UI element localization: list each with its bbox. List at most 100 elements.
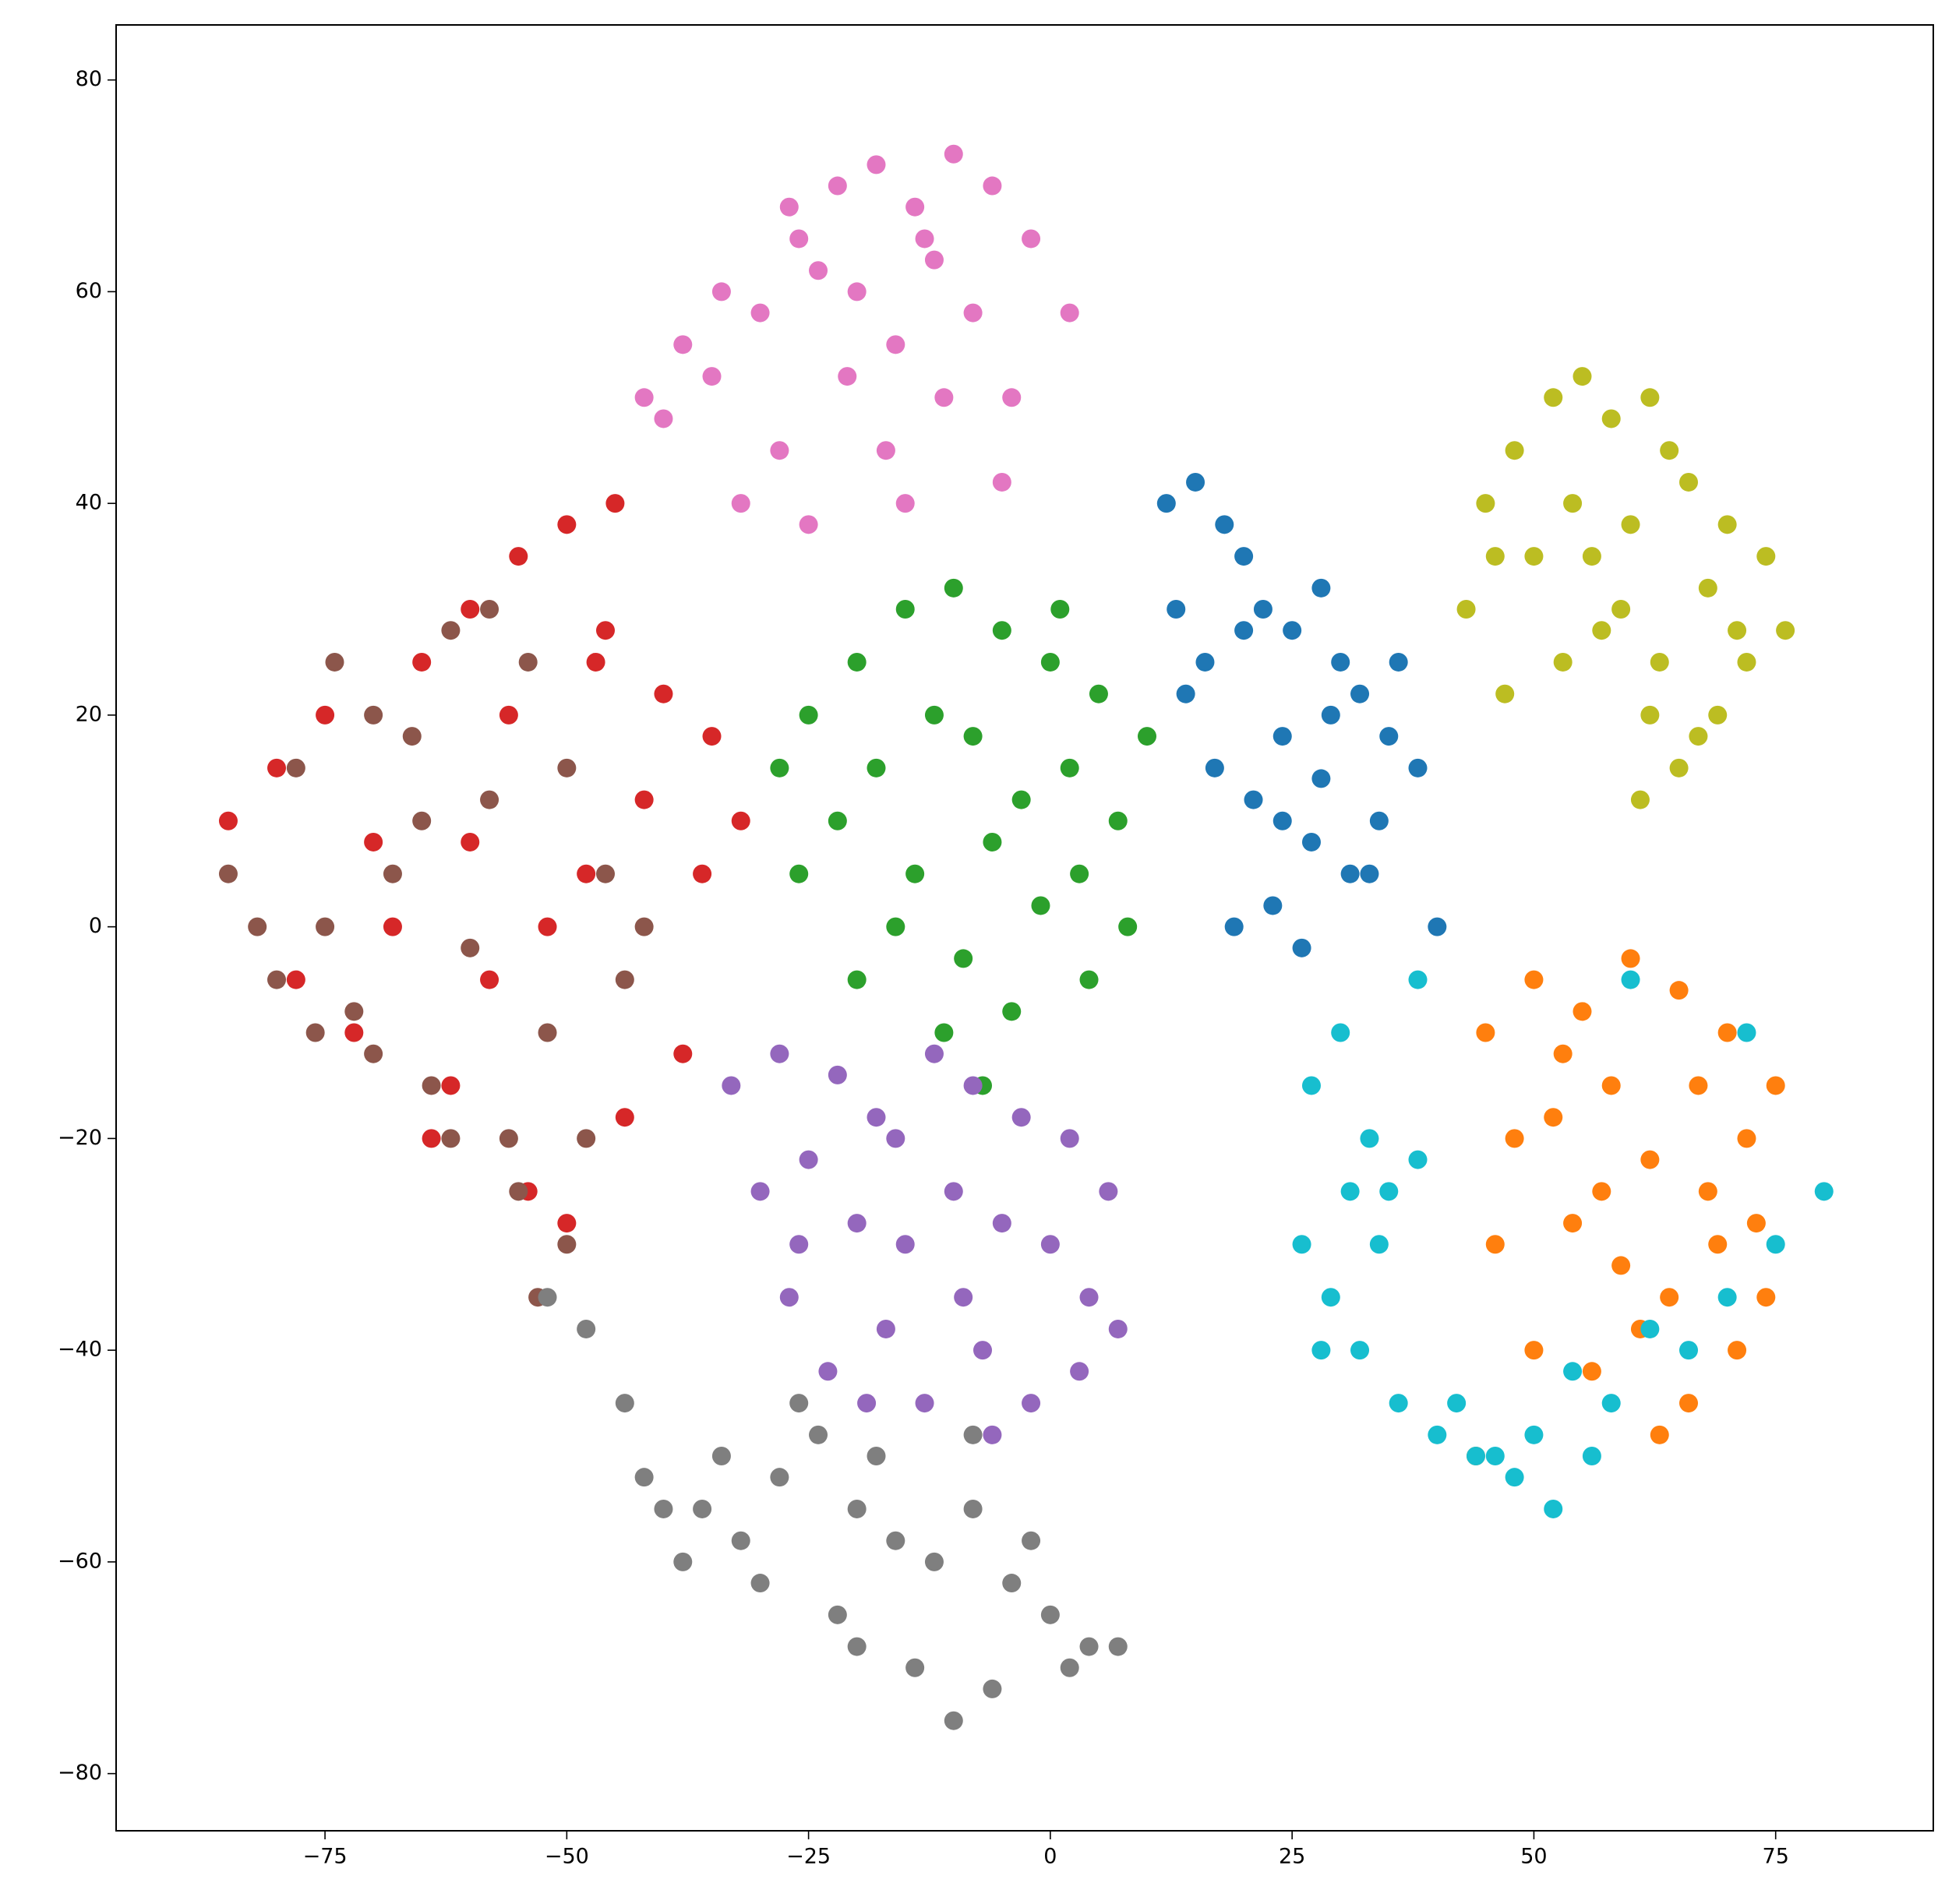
point bbox=[1283, 621, 1302, 640]
point bbox=[867, 1108, 886, 1127]
point bbox=[818, 1362, 838, 1381]
point bbox=[905, 197, 925, 217]
point bbox=[586, 652, 605, 672]
point bbox=[1022, 1531, 1041, 1550]
point bbox=[316, 917, 335, 936]
point bbox=[1621, 949, 1640, 968]
point bbox=[789, 229, 809, 249]
y-tick-label: −20 bbox=[58, 1126, 102, 1150]
point bbox=[1099, 1182, 1118, 1201]
point bbox=[1022, 229, 1041, 249]
point bbox=[915, 1394, 934, 1413]
point bbox=[944, 578, 963, 598]
point bbox=[1650, 652, 1669, 672]
x-tick-label: −50 bbox=[545, 1845, 589, 1869]
point bbox=[731, 811, 750, 830]
point bbox=[1040, 1605, 1060, 1624]
point bbox=[944, 1711, 963, 1730]
point bbox=[1108, 1319, 1128, 1338]
point bbox=[799, 515, 818, 534]
point bbox=[1814, 1182, 1834, 1201]
point bbox=[1679, 1394, 1699, 1413]
point bbox=[1108, 811, 1128, 830]
point bbox=[267, 970, 287, 989]
point bbox=[886, 1129, 905, 1148]
y-tick-label: 80 bbox=[76, 67, 102, 91]
point bbox=[1592, 1182, 1611, 1201]
point bbox=[1640, 1319, 1660, 1338]
point bbox=[509, 1182, 528, 1201]
point bbox=[1011, 1108, 1031, 1127]
point bbox=[634, 1468, 654, 1487]
point bbox=[383, 917, 402, 936]
point bbox=[789, 864, 809, 883]
point bbox=[963, 1425, 983, 1444]
point bbox=[518, 652, 538, 672]
point bbox=[1379, 727, 1399, 746]
point bbox=[1476, 494, 1495, 513]
point bbox=[1050, 600, 1070, 619]
point bbox=[1717, 1023, 1737, 1042]
point bbox=[1737, 652, 1756, 672]
x-tick-label: −75 bbox=[303, 1845, 348, 1869]
point bbox=[895, 600, 915, 619]
point bbox=[557, 1235, 577, 1254]
point bbox=[799, 1150, 818, 1169]
point bbox=[886, 917, 905, 936]
point bbox=[847, 1214, 867, 1233]
point bbox=[1079, 1288, 1099, 1307]
point bbox=[218, 811, 238, 830]
point bbox=[1601, 1076, 1621, 1095]
point bbox=[1544, 1108, 1563, 1127]
point bbox=[1340, 1182, 1360, 1201]
point bbox=[1737, 1023, 1756, 1042]
point bbox=[944, 1182, 963, 1201]
point bbox=[422, 1129, 441, 1148]
point bbox=[1118, 917, 1138, 936]
point bbox=[750, 1574, 770, 1593]
point bbox=[1640, 388, 1660, 407]
point bbox=[770, 1044, 789, 1063]
point bbox=[577, 1129, 596, 1148]
point bbox=[1756, 547, 1776, 566]
point bbox=[1756, 1288, 1776, 1307]
point bbox=[1679, 472, 1699, 492]
point bbox=[1563, 1362, 1583, 1381]
point bbox=[1292, 938, 1311, 957]
point bbox=[702, 727, 722, 746]
point bbox=[809, 261, 828, 280]
point bbox=[1630, 790, 1650, 809]
point bbox=[1553, 1044, 1573, 1063]
point bbox=[1360, 864, 1379, 883]
point bbox=[1505, 1129, 1524, 1148]
point bbox=[1224, 917, 1244, 936]
point bbox=[577, 1319, 596, 1338]
point bbox=[1002, 1002, 1022, 1021]
point bbox=[1022, 1394, 1041, 1413]
point bbox=[1060, 1129, 1079, 1148]
point bbox=[1708, 705, 1728, 725]
point bbox=[905, 1658, 925, 1677]
point bbox=[344, 1002, 364, 1021]
y-tick-label: 0 bbox=[89, 914, 102, 938]
x-tick-label: 0 bbox=[1043, 1845, 1057, 1869]
point bbox=[828, 176, 847, 196]
point bbox=[654, 409, 673, 428]
point bbox=[992, 1214, 1011, 1233]
point bbox=[673, 1552, 693, 1571]
point bbox=[905, 864, 925, 883]
point bbox=[615, 1394, 634, 1413]
point bbox=[1776, 621, 1795, 640]
point bbox=[1292, 1235, 1311, 1254]
point bbox=[954, 1288, 973, 1307]
point bbox=[1689, 1076, 1708, 1095]
point bbox=[847, 652, 867, 672]
point bbox=[364, 1044, 383, 1063]
point bbox=[1408, 970, 1428, 989]
point bbox=[1660, 1288, 1679, 1307]
point bbox=[1495, 684, 1515, 703]
point bbox=[1573, 367, 1592, 386]
point bbox=[461, 832, 480, 852]
point bbox=[876, 1319, 895, 1338]
point bbox=[1563, 494, 1583, 513]
